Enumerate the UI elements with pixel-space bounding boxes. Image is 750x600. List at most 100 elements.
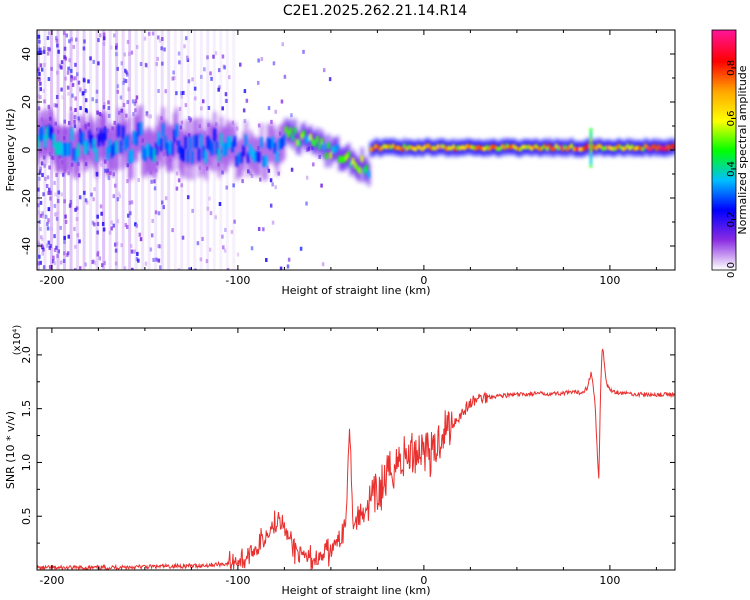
noise-speckle (157, 258, 161, 263)
noise-speckle (187, 79, 191, 84)
noise-speckle (206, 206, 210, 211)
ridge-core-cell (380, 145, 384, 151)
noise-speckle (206, 55, 209, 60)
noise-speckle (272, 61, 276, 66)
spectrogram-x-tick-label: -100 (225, 274, 250, 287)
noise-speckle (127, 87, 130, 92)
ridge-core-cell (592, 144, 596, 149)
noise-speckle (47, 46, 50, 51)
noise-speckle (102, 227, 106, 232)
ridge-core-cell (449, 146, 453, 151)
noise-speckle (73, 116, 77, 121)
ridge-core-cell (570, 143, 574, 148)
ridge-core-cell (409, 145, 413, 150)
noise-speckle (171, 228, 174, 233)
ridge-core-cell (126, 134, 129, 148)
colorbar-strip (712, 182, 736, 185)
ridge-core-cell (510, 144, 513, 150)
noise-speckle (63, 55, 66, 60)
noise-speckle (63, 46, 67, 51)
noise-speckle (135, 223, 139, 228)
noise-speckle (257, 227, 261, 232)
noise-speckle (54, 121, 57, 126)
noise-speckle (39, 235, 43, 240)
snr-plot-area (37, 328, 675, 570)
ridge-core-cell (369, 147, 373, 152)
ridge-core-cell (304, 136, 308, 144)
ridge-core-cell (659, 146, 663, 151)
colorbar-strip (712, 176, 736, 179)
noise-speckle (221, 106, 224, 111)
ridge-core-cell (280, 137, 283, 149)
noise-speckle (83, 190, 86, 195)
ridge-core-cell (54, 142, 58, 156)
noise-speckle (66, 85, 70, 90)
noise-speckle (101, 263, 104, 268)
noise-speckle (177, 51, 181, 56)
noise-speckle (161, 61, 164, 66)
colorbar-strip (712, 234, 736, 237)
colorbar-strip (712, 60, 736, 63)
ridge-core-cell (108, 139, 112, 153)
ridge-core-cell (400, 147, 404, 152)
noise-speckle (151, 31, 155, 36)
colorbar-strip (712, 200, 736, 203)
noise-speckle (60, 87, 63, 92)
noise-speckle (144, 261, 148, 266)
ridge-core-cell (289, 127, 292, 134)
ridge-core-cell (228, 135, 232, 147)
noise-speckle (137, 178, 140, 183)
colorbar-strip (712, 178, 736, 181)
noise-speckle (223, 248, 227, 253)
ridge-core-cell (632, 146, 636, 152)
noise-speckle (60, 65, 63, 70)
ridge-core-cell (617, 143, 620, 149)
noise-speckle (67, 91, 70, 96)
ridge-core-cell (141, 146, 145, 160)
colorbar-strip (712, 46, 736, 49)
noise-speckle (218, 85, 221, 90)
colorbar-strip (712, 54, 736, 57)
colorbar-strip (712, 224, 736, 227)
ridge-core-cell (490, 144, 493, 150)
ridge-core-cell (77, 143, 80, 157)
noise-speckle (162, 152, 165, 157)
ridge-core-cell (403, 143, 406, 149)
noise-speckle (47, 77, 51, 82)
noise-speckle (260, 57, 264, 62)
snr-frame (36, 327, 676, 571)
ridge-core-cell (420, 147, 424, 152)
noise-speckle (123, 78, 126, 83)
noise-speckle (96, 214, 99, 219)
noise-speckle (73, 119, 76, 124)
noise-speckle (51, 259, 55, 264)
noise-speckle (132, 112, 135, 117)
ridge-core-cell (411, 146, 415, 151)
noise-speckle (172, 70, 175, 75)
colorbar-strip (712, 90, 736, 93)
noise-speckle (137, 258, 140, 263)
colorbar-strip (712, 62, 736, 65)
colorbar-strip (712, 108, 736, 111)
noise-speckle (41, 237, 44, 242)
ridge-core-cell (117, 124, 120, 138)
ridge-core-cell (601, 146, 605, 151)
noise-speckle (102, 32, 106, 37)
ridge-core-cell (86, 139, 89, 153)
noise-speckle (70, 75, 73, 80)
snr-x-tick-label: -100 (225, 574, 250, 587)
colorbar-strip (712, 252, 736, 255)
noise-speckle (70, 68, 73, 73)
noise-speckle (116, 84, 120, 89)
ridge-core-cell (507, 145, 511, 150)
snr-panel: -200 -100 0 100 0.5 1.0 1.5 2.0 Height of stra… (4, 325, 676, 597)
noise-speckle (256, 80, 260, 85)
colorbar-strip (712, 238, 736, 241)
colorbar-strip (712, 198, 736, 201)
noise-speckle (302, 49, 305, 54)
ridge-core-cell (624, 146, 627, 151)
noise-speckle (182, 90, 185, 95)
noise-speckle (177, 268, 181, 270)
ridge-core-cell (68, 142, 71, 156)
ridge-core-cell (568, 145, 571, 150)
